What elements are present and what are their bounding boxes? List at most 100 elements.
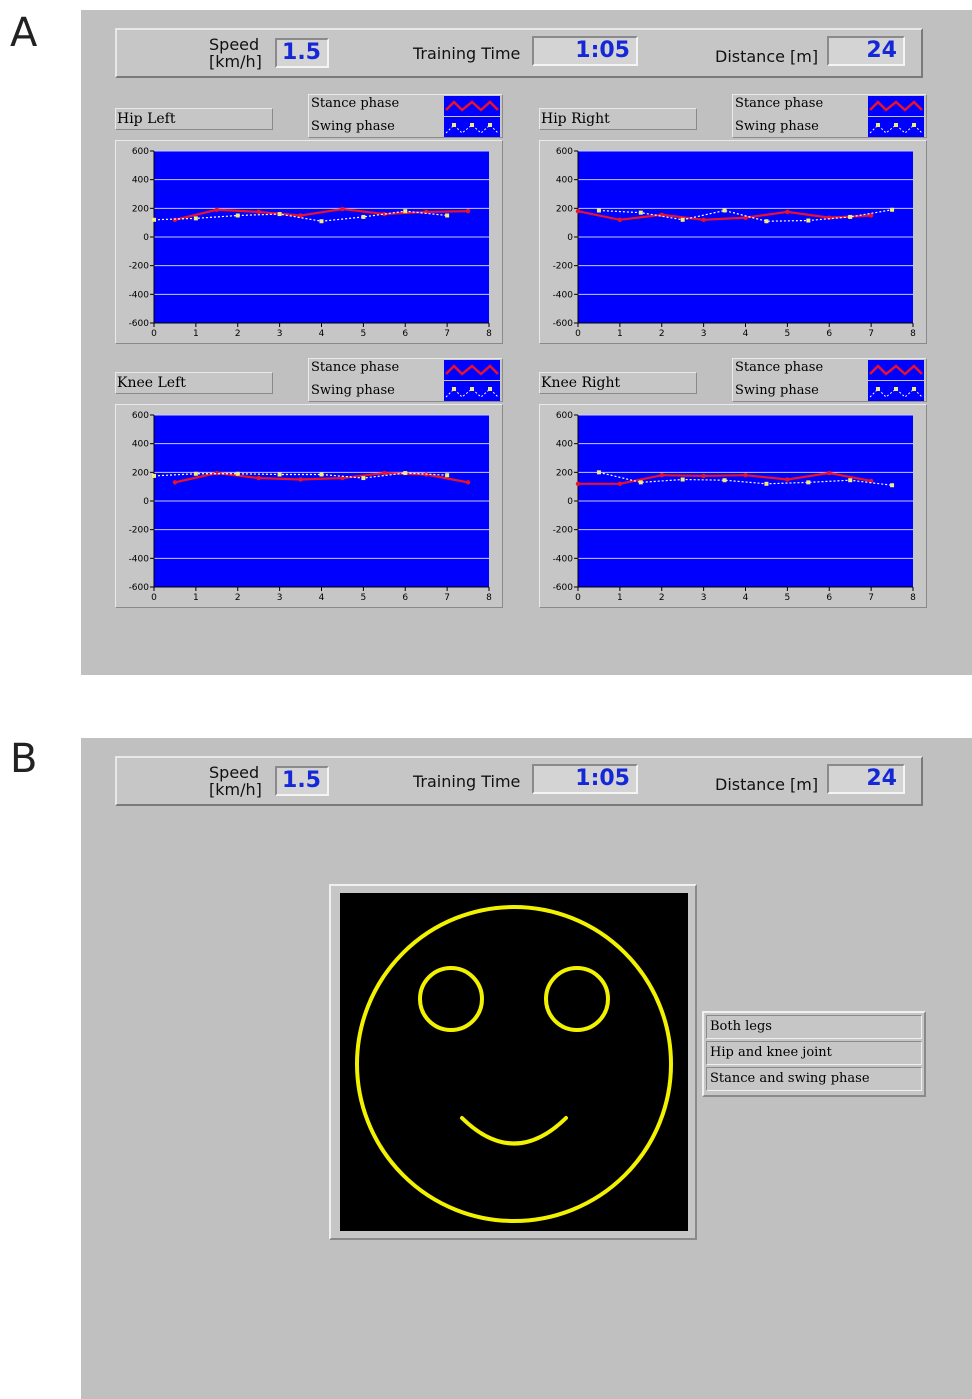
legend-swing-label: Swing phase — [311, 119, 395, 134]
stance-phase-point — [575, 209, 581, 214]
smiley-face-icon — [355, 905, 673, 1223]
training-time-label: Training Time — [413, 772, 521, 791]
swing-phase-point — [403, 209, 408, 214]
swing-phase-point — [848, 214, 853, 219]
status-bar: Speed [km/h] 1.5 Training Time 1:05 Dist… — [115, 28, 923, 78]
stance-phase-point — [298, 477, 303, 482]
swing-phase-point — [848, 478, 853, 483]
chart-title: Hip Left — [115, 108, 273, 130]
criteria-item-both-legs: Both legs — [706, 1015, 922, 1039]
x-tick-label: 2 — [659, 593, 665, 603]
stance-phase-line — [578, 471, 872, 485]
legend-stance-swatch — [868, 360, 924, 380]
x-tick-label: 6 — [826, 593, 832, 603]
y-tick-label: -600 — [553, 319, 574, 329]
legend-swing-label: Swing phase — [735, 119, 819, 134]
chart-knee-left: Knee Left Stance phase Swing phase 600 40… — [115, 358, 503, 608]
swing-phase-point — [277, 212, 282, 217]
x-tick-label: 1 — [193, 329, 199, 339]
y-tick-label: -200 — [553, 262, 574, 272]
x-tick-label: 4 — [319, 329, 325, 339]
x-tick-label: 7 — [444, 593, 450, 603]
x-tick-label: 1 — [617, 593, 623, 603]
speed-value: 1.5 — [275, 766, 329, 796]
swing-phase-point — [596, 470, 601, 475]
y-tick-label: -400 — [129, 290, 150, 300]
swing-phase-point — [764, 481, 769, 486]
criteria-item-stance-swing: Stance and swing phase — [706, 1067, 922, 1091]
swing-phase-point — [152, 217, 156, 222]
y-tick-label: -400 — [553, 290, 574, 300]
chart-title: Knee Right — [539, 372, 697, 394]
x-tick-label: 2 — [235, 329, 241, 339]
smiley-left-eye — [418, 966, 484, 1032]
y-tick-label: -600 — [129, 583, 150, 593]
y-tick-label: -600 — [553, 583, 574, 593]
y-tick-label: 0 — [567, 233, 573, 243]
stance-phase-point — [256, 209, 261, 215]
smiley-right-eye — [544, 966, 610, 1032]
y-tick-label: 600 — [132, 411, 149, 421]
legend-stance-label: Stance phase — [735, 96, 824, 111]
swing-phase-point — [638, 210, 643, 215]
panel-b-window: Speed [km/h] 1.5 Training Time 1:05 Dist… — [81, 738, 972, 1399]
x-tick-label: 8 — [910, 593, 916, 603]
plot-frame: 600 400 200 0 -200 -400 -600 0 1 2 3 4 5 6 7 8 — [539, 140, 927, 344]
stance-phase-point — [617, 481, 623, 486]
swing-phase-point — [361, 476, 366, 481]
stance-phase-point — [382, 470, 387, 476]
status-bar: Speed [km/h] 1.5 Training Time 1:05 Dist… — [115, 756, 923, 806]
swing-phase-point — [638, 480, 643, 485]
swing-phase-point — [319, 219, 324, 224]
x-tick-label: 0 — [575, 329, 581, 339]
x-tick-label: 0 — [151, 593, 157, 603]
x-tick-label: 5 — [361, 593, 367, 603]
speed-value: 1.5 — [275, 38, 329, 68]
y-tick-label: -200 — [553, 526, 574, 536]
y-tick-label: 400 — [132, 176, 149, 186]
stance-phase-point — [575, 481, 581, 486]
swing-phase-point — [722, 478, 727, 483]
y-tick-label: 0 — [143, 497, 149, 507]
swing-phase-line — [598, 471, 893, 486]
y-tick-label: -600 — [129, 319, 150, 329]
legend-swing-label: Swing phase — [311, 383, 395, 398]
y-tick-label: -200 — [129, 526, 150, 536]
swing-phase-point — [277, 472, 282, 477]
stance-phase-point — [172, 480, 178, 485]
stance-phase-point — [256, 475, 261, 481]
x-tick-label: 4 — [743, 329, 749, 339]
feedback-criteria-list: Both legs Hip and knee joint Stance and … — [702, 1011, 926, 1097]
legend-stance-label: Stance phase — [735, 360, 824, 375]
plot-frame: 600 400 200 0 -200 -400 -600 0 1 2 3 4 5 6 7 8 — [115, 140, 503, 344]
stance-phase-point — [298, 213, 303, 218]
stance-phase-point — [701, 473, 706, 479]
criteria-item-hip-knee: Hip and knee joint — [706, 1041, 922, 1065]
y-tick-label: 400 — [556, 440, 573, 450]
x-tick-label: 3 — [701, 593, 707, 603]
y-tick-label: 200 — [132, 468, 149, 478]
legend-stance-label: Stance phase — [311, 360, 400, 375]
swing-phase-point — [722, 208, 727, 213]
swing-phase-point — [152, 473, 156, 478]
panel-letter-a: A — [10, 10, 38, 56]
x-tick-label: 0 — [575, 593, 581, 603]
legend-stance-label: Stance phase — [311, 96, 400, 111]
x-tick-label: 7 — [868, 329, 874, 339]
x-tick-label: 5 — [785, 593, 791, 603]
legend-swing-swatch — [444, 381, 500, 401]
legend-stance-swatch — [868, 96, 924, 116]
stance-phase-point — [743, 473, 748, 478]
smiley-head-outline — [355, 905, 673, 1223]
swing-phase-point — [403, 471, 408, 476]
speed-label-line2: [km/h] — [209, 52, 262, 71]
smiley-mouth — [460, 1116, 568, 1146]
stance-phase-point — [214, 207, 220, 212]
training-time-value: 1:05 — [532, 36, 638, 66]
swing-phase-point — [890, 483, 895, 488]
stance-phase-point — [382, 211, 387, 217]
stance-phase-point — [827, 470, 832, 476]
